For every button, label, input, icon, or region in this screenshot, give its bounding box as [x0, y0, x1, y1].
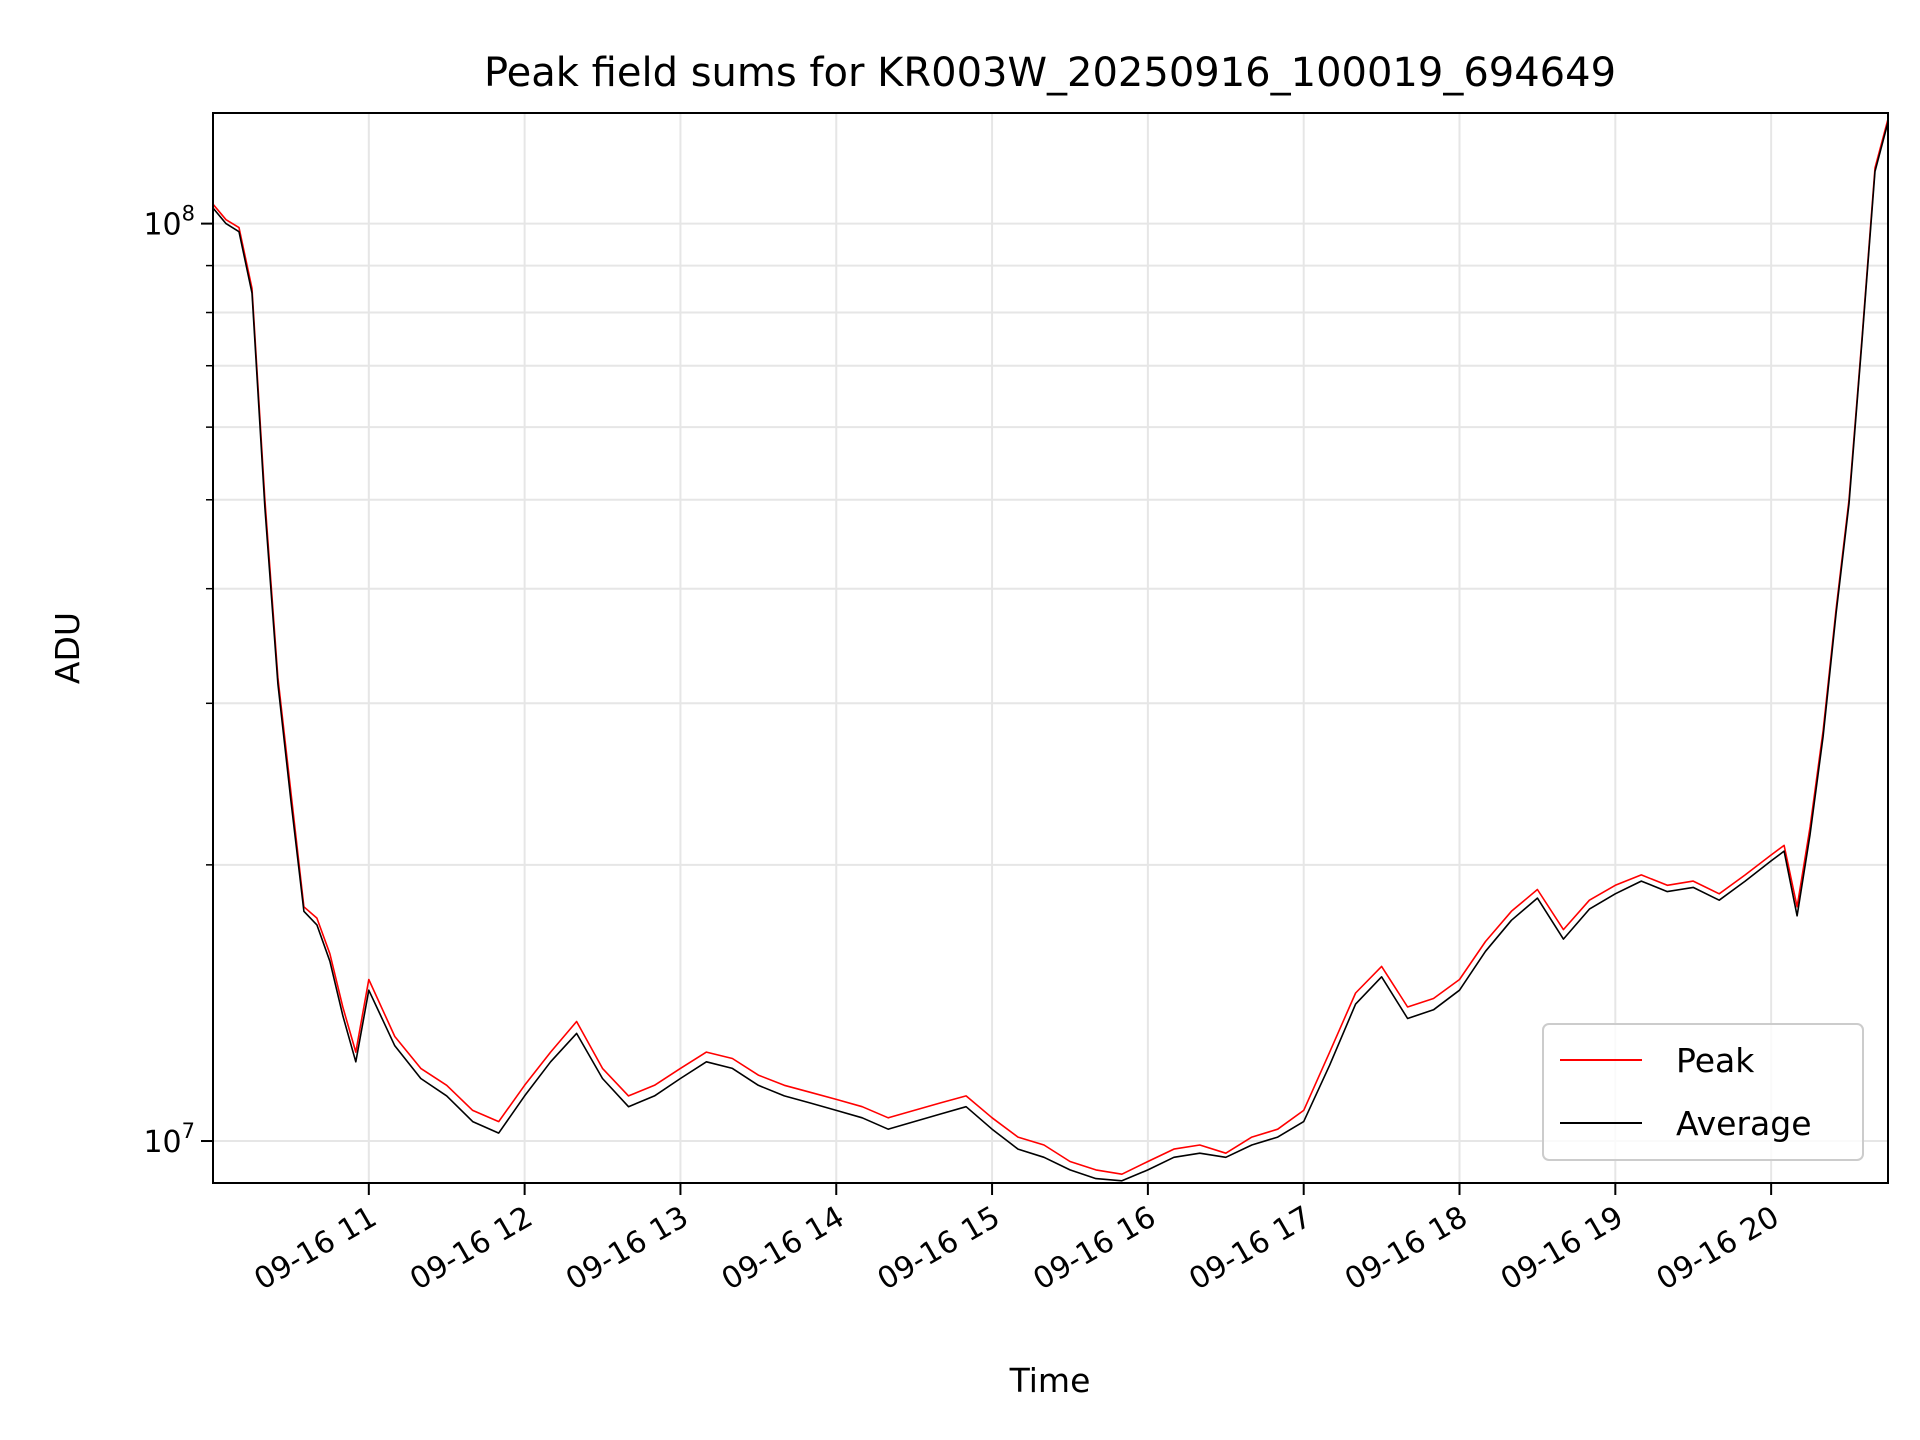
legend-label-peak: Peak — [1676, 1041, 1755, 1080]
y-tick-exponent: 8 — [182, 202, 195, 226]
legend-box — [1542, 1023, 1864, 1161]
average-series-line — [212, 121, 1889, 1182]
y-tick-base: 10 — [143, 208, 181, 243]
plot-frame — [212, 112, 1889, 1184]
legend-label-average: Average — [1676, 1104, 1812, 1143]
y-tick-label: 107 — [143, 1119, 195, 1160]
chart-title: Peak field sums for KR003W_20250916_1000… — [484, 50, 1616, 96]
x-axis-label: Time — [1009, 1361, 1091, 1400]
y-tick-base: 10 — [143, 1125, 181, 1160]
legend: Peak Average — [1542, 1023, 1864, 1161]
y-tick-label: 108 — [143, 202, 195, 243]
y-axis-label: ADU — [48, 612, 87, 684]
plot-series — [212, 118, 1889, 1182]
y-tick-exponent: 7 — [182, 1119, 195, 1143]
peak-series-line — [212, 118, 1889, 1175]
